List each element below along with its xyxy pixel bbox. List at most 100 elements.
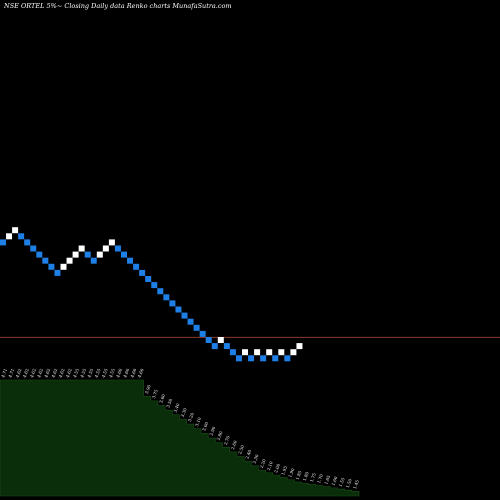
renko-brick-down	[163, 294, 170, 301]
volume-label: 4.55	[108, 368, 116, 379]
volume-label: 4.60	[122, 368, 130, 379]
volume-labels: 4.71 4.71 4.62 4.62 4.62 4.62 4.62 4.62 4.62 4.62…	[0, 368, 360, 490]
volume-label: 4.55	[86, 368, 94, 379]
renko-brick-down	[0, 239, 6, 246]
volume-label: 1.60	[331, 475, 339, 486]
volume-label: 1.75	[309, 472, 317, 483]
renko-brick-up	[278, 349, 285, 356]
volume-label: 3.75	[151, 388, 159, 399]
renko-brick-down	[272, 355, 279, 362]
renko-brick-up	[108, 239, 115, 246]
renko-brick-down	[18, 233, 25, 240]
renko-brick-up	[66, 257, 73, 264]
volume-label: 4.62	[65, 368, 73, 379]
renko-brick-down	[284, 355, 291, 362]
volume-label: 2.10	[266, 460, 274, 471]
volume-label: 2.60	[230, 439, 238, 450]
volume-label: 4.62	[51, 368, 59, 379]
renko-brick-up	[72, 251, 79, 258]
volume-label: 1.70	[316, 473, 324, 484]
volume-label: 4.60	[115, 368, 123, 379]
renko-brick-down	[181, 312, 188, 319]
renko-brick-down	[223, 343, 230, 350]
volume-label: 3.50	[165, 398, 173, 409]
renko-brick-down	[90, 257, 97, 264]
renko-brick-down	[30, 245, 37, 252]
volume-label: 3.00	[201, 421, 209, 432]
renko-brick-down	[121, 251, 127, 258]
renko-brick-up	[96, 251, 103, 258]
renko-brick-down	[84, 251, 91, 258]
volume-label: 4.62	[29, 368, 37, 379]
volume-label: 4.62	[58, 368, 66, 379]
renko-brick-down	[42, 257, 49, 264]
volume-label: 3.20	[187, 412, 195, 423]
renko-brick-down	[187, 318, 194, 325]
renko-brick-up	[102, 245, 109, 252]
volume-label: 4.62	[15, 368, 23, 379]
renko-brick-down	[145, 276, 152, 282]
volume-label: 2.70	[223, 435, 231, 446]
volume-label: 2.00	[273, 463, 281, 474]
volume-label: 1.45	[352, 479, 360, 490]
volume-label: 1.90	[287, 467, 295, 478]
volume-label: 4.55	[72, 368, 80, 379]
volume-label: 1.55	[338, 477, 346, 488]
volume-label: 3.90	[144, 384, 152, 395]
renko-brick-down	[205, 337, 212, 343]
volume-label: 3.10	[194, 416, 202, 427]
renko-brick-down	[139, 269, 146, 276]
renko-brick-down	[199, 330, 206, 337]
renko-brick-down	[235, 355, 242, 362]
renko-brick-up	[6, 233, 13, 240]
volume-label: 1.80	[302, 471, 310, 482]
volume-label: 4.60	[129, 368, 137, 379]
volume-label: 4.55	[79, 368, 87, 379]
renko-bricks	[0, 227, 303, 362]
volume-label: 3.30	[180, 407, 188, 418]
renko-brick-down	[114, 245, 121, 252]
renko-brick-up	[242, 349, 248, 356]
volume-label: 3.60	[158, 393, 166, 404]
renko-brick-down	[169, 300, 176, 307]
volume-label: 4.62	[43, 368, 51, 379]
volume-label: 1.65	[323, 474, 331, 485]
renko-brick-down	[24, 239, 31, 246]
renko-brick-down	[248, 355, 255, 362]
renko-brick-down	[157, 288, 164, 295]
chart-title: NSE ORTEL 5%~ Closing Daily data Renko c…	[3, 2, 232, 10]
renko-brick-down	[54, 269, 61, 276]
renko-brick-down	[229, 349, 236, 356]
volume-area	[0, 379, 360, 497]
volume-label: 4.71	[7, 368, 15, 379]
renko-brick-up	[60, 263, 67, 270]
volume-label: 2.80	[216, 430, 224, 441]
renko-brick-up	[217, 337, 224, 343]
volume-label: 4.60	[137, 368, 145, 379]
renko-brick-down	[193, 324, 200, 331]
volume-step-area	[0, 379, 360, 497]
renko-brick-down	[211, 343, 218, 350]
volume-label: 4.55	[94, 368, 102, 379]
renko-brick-up	[266, 349, 273, 356]
volume-label: 2.50	[237, 444, 245, 455]
volume-label: 4.71	[0, 368, 8, 379]
volume-label: 1.95	[280, 465, 288, 476]
renko-brick-up	[12, 227, 19, 234]
renko-brick-down	[151, 282, 158, 289]
volume-label: 1.85	[295, 470, 303, 481]
volume-label: 3.40	[173, 402, 181, 413]
renko-brick-down	[175, 306, 182, 313]
volume-label: 4.62	[22, 368, 30, 379]
volume-label: 1.50	[345, 478, 353, 489]
renko-brick-up	[296, 343, 303, 350]
volume-label: 2.30	[252, 453, 260, 464]
volume-label: 2.90	[208, 426, 216, 437]
renko-brick-down	[36, 251, 43, 258]
renko-brick-up	[78, 245, 85, 252]
renko-brick-up	[290, 349, 297, 356]
renko-brick-down	[127, 257, 134, 264]
renko-brick-up	[254, 349, 261, 356]
volume-label: 4.62	[36, 368, 44, 379]
